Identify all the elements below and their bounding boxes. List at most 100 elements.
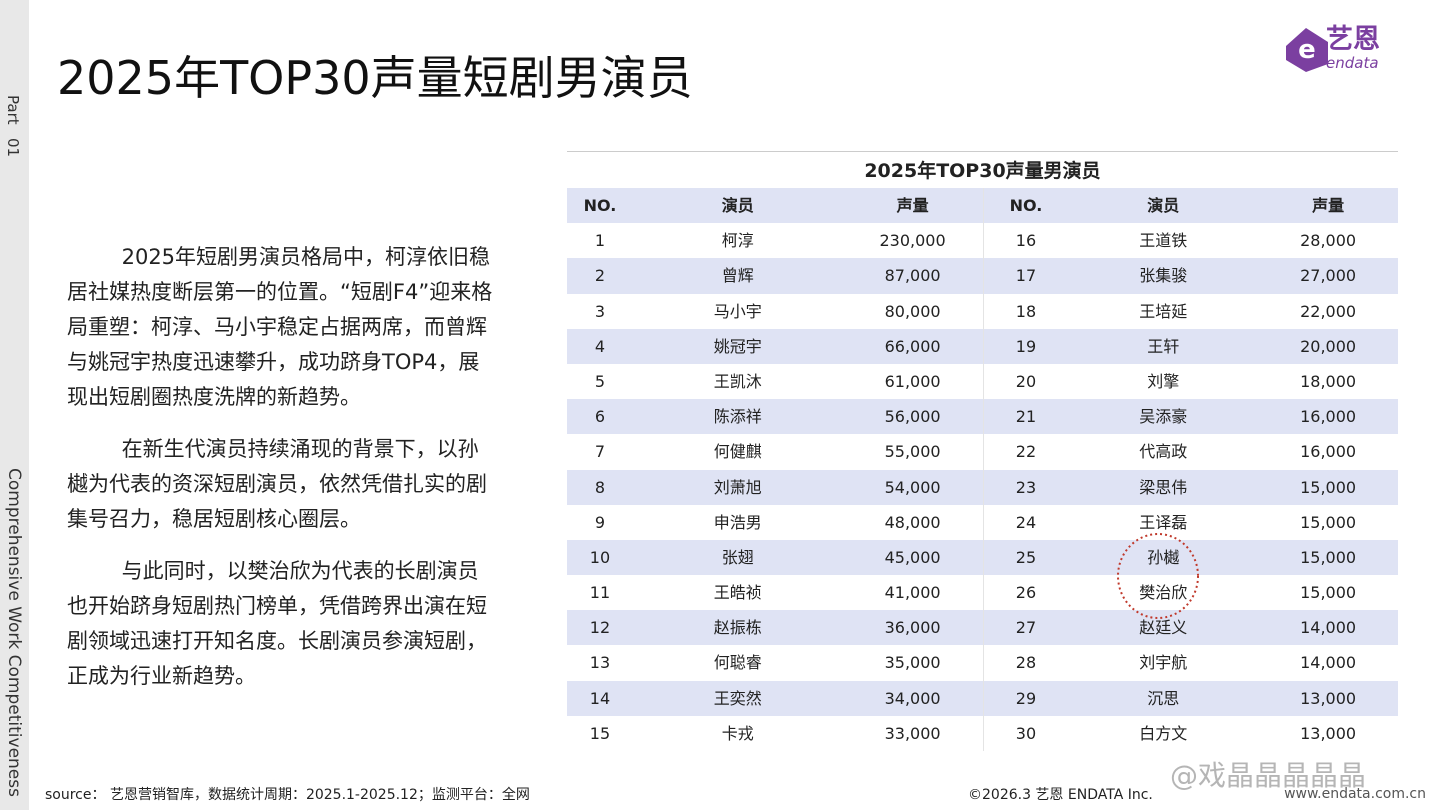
- table-cell: 19: [982, 328, 1069, 364]
- table-cell: 声量: [896, 196, 929, 215]
- table-cell: 27,000: [1300, 266, 1357, 286]
- table-cell: 赵廷义: [1139, 618, 1188, 638]
- slide-title: 2025年TOP30声量短剧男演员: [57, 51, 693, 105]
- table-cell: 22: [982, 434, 1069, 470]
- table-cell: 白方文: [1139, 723, 1188, 743]
- part-label: Part: [4, 95, 22, 125]
- table-row: 1 柯淳 230,000 16 王道铁 28,000: [567, 223, 1398, 259]
- table-cell: 柯淳: [721, 231, 754, 251]
- table-cell: 2: [594, 266, 606, 286]
- table-cell: 41,000: [884, 583, 941, 603]
- dotted-ellipse: [1117, 533, 1199, 619]
- table-row: 3 马小宇 80,000 18 王培延 22,000: [567, 293, 1398, 329]
- table-cell: 14,000: [1300, 618, 1357, 638]
- table-cell: 演员: [1147, 196, 1180, 215]
- table-cell: 20: [982, 363, 1069, 400]
- side-strip: Part 01 Comprehensive Work Competitivene…: [0, 0, 29, 810]
- table-cell: 王译磊: [1139, 512, 1188, 532]
- table-cell: 15,000: [1300, 477, 1357, 497]
- table-cell: 56,000: [884, 407, 941, 427]
- table-cell: 王凯沐: [713, 371, 762, 391]
- table-cell: 陈添祥: [713, 407, 762, 427]
- watermark: @戏晶晶晶晶晶: [1170, 759, 1367, 792]
- table-cell: 45,000: [884, 547, 941, 567]
- table-cell: 26: [982, 575, 1069, 611]
- table-cell: 16,000: [1300, 442, 1357, 462]
- table-cell: 18,000: [1300, 371, 1357, 391]
- table-cell: 30: [982, 715, 1069, 751]
- table-row: 8 刘萧旭 54,000 23 梁思伟 15,000: [567, 469, 1398, 505]
- table-cell: 14: [589, 688, 611, 708]
- table-cell: 沉思: [1147, 688, 1180, 708]
- table-row: 10 张翅 45,000 25 孙樾 15,000: [567, 539, 1398, 576]
- highlight-circle: [1117, 533, 1199, 619]
- table-cell: 54,000: [884, 477, 941, 497]
- table-cell: 35,000: [884, 653, 941, 673]
- table-cell: 12: [589, 618, 611, 638]
- table-cell: 27: [982, 610, 1069, 646]
- table-cell: 87,000: [884, 266, 941, 286]
- table-cell: 11: [589, 583, 611, 603]
- logo-cn: 艺恩: [1326, 24, 1380, 55]
- table-row: 6 陈添祥 56,000 21 吴添豪 16,000: [567, 399, 1398, 435]
- body-text: 2025年短剧男演员格局中，柯淳依旧稳居社媒热度断层第一的位置。“短剧F4”迎来…: [67, 240, 495, 711]
- table-cell: 6: [594, 407, 606, 427]
- logo: e 艺恩 endata: [1286, 24, 1380, 72]
- table-cell: 王轩: [1147, 336, 1180, 356]
- table-cell: 21: [982, 399, 1069, 435]
- table-cell: 何聪睿: [713, 653, 762, 673]
- table-cell: 9: [594, 512, 606, 532]
- table-cell: 20,000: [1300, 336, 1357, 356]
- table-cell: 樊治欣: [1139, 583, 1188, 603]
- table-cell: 梁思伟: [1139, 477, 1188, 497]
- paragraph: 在新生代演员持续涌现的背景下，以孙樾为代表的资深短剧演员，依然凭借扎实的剧集号召…: [67, 437, 487, 531]
- table-cell: 4: [594, 336, 606, 356]
- table-cell: 10: [589, 547, 611, 567]
- table-cell: 何健麒: [713, 442, 762, 462]
- table-cell: 赵振栋: [713, 618, 762, 638]
- table-cell: 29: [982, 680, 1069, 716]
- table-cell: 80,000: [884, 301, 941, 321]
- table-row: 7 何健麒 55,000 22 代高政 16,000: [567, 434, 1398, 470]
- table-cell: 王培延: [1139, 301, 1188, 321]
- source-note: source： 艺恩营销智库，数据统计周期：2025.1-2025.12；监测平…: [45, 787, 530, 803]
- table-cell: 16: [982, 223, 1069, 259]
- table-cell: 61,000: [884, 371, 941, 391]
- table-cell: 15,000: [1300, 512, 1357, 532]
- logo-e: e: [1298, 35, 1316, 65]
- table-cell: NO.: [982, 188, 1069, 224]
- table-cell: 3: [594, 301, 606, 321]
- table-cell: 15,000: [1300, 583, 1357, 603]
- table-cell: 230,000: [879, 231, 946, 251]
- table-cell: 17: [982, 258, 1069, 294]
- table-cell: 15,000: [1300, 547, 1357, 567]
- table-cell: 刘萧旭: [713, 477, 762, 497]
- table-cell: 王道铁: [1139, 231, 1188, 251]
- table-row: 12 赵振栋 36,000 27 赵廷义 14,000: [567, 610, 1398, 646]
- table-row: 15 卡戎 33,000 30 白方文 13,000: [567, 715, 1398, 751]
- table-cell: 申浩男: [713, 512, 762, 532]
- table-cell: 张集骏: [1139, 266, 1188, 286]
- logo-mark: [1286, 28, 1328, 72]
- table-cell: 23: [982, 469, 1069, 505]
- table-row: 9 申浩男 48,000 24 王译磊 15,000: [567, 504, 1398, 540]
- table-cell: 王皓祯: [713, 583, 762, 603]
- side-caption: Comprehensive Work Competitiveness: [4, 468, 24, 797]
- table-cell: 28: [982, 645, 1069, 681]
- table-cell: 5: [594, 371, 606, 391]
- table-cell: 姚冠宇: [713, 336, 762, 356]
- table-cell: 曾辉: [721, 266, 754, 286]
- table-cell: 36,000: [884, 618, 941, 638]
- table-row: 5 王凯沐 61,000 20 刘擎 18,000: [567, 363, 1398, 400]
- table-cell: 马小宇: [713, 301, 762, 321]
- table-cell: 卡戎: [721, 723, 754, 743]
- table-cell: 8: [594, 477, 606, 497]
- table-row: 4 姚冠宇 66,000 19 王轩 20,000: [567, 328, 1398, 364]
- table-cell: 吴添豪: [1139, 407, 1188, 427]
- table-cell: 34,000: [884, 688, 941, 708]
- table-cell: 孙樾: [1147, 547, 1180, 567]
- table-cell: 48,000: [884, 512, 941, 532]
- table-cell: 7: [594, 442, 606, 462]
- table-cell: 演员: [721, 196, 754, 215]
- table-cell: 24: [982, 504, 1069, 540]
